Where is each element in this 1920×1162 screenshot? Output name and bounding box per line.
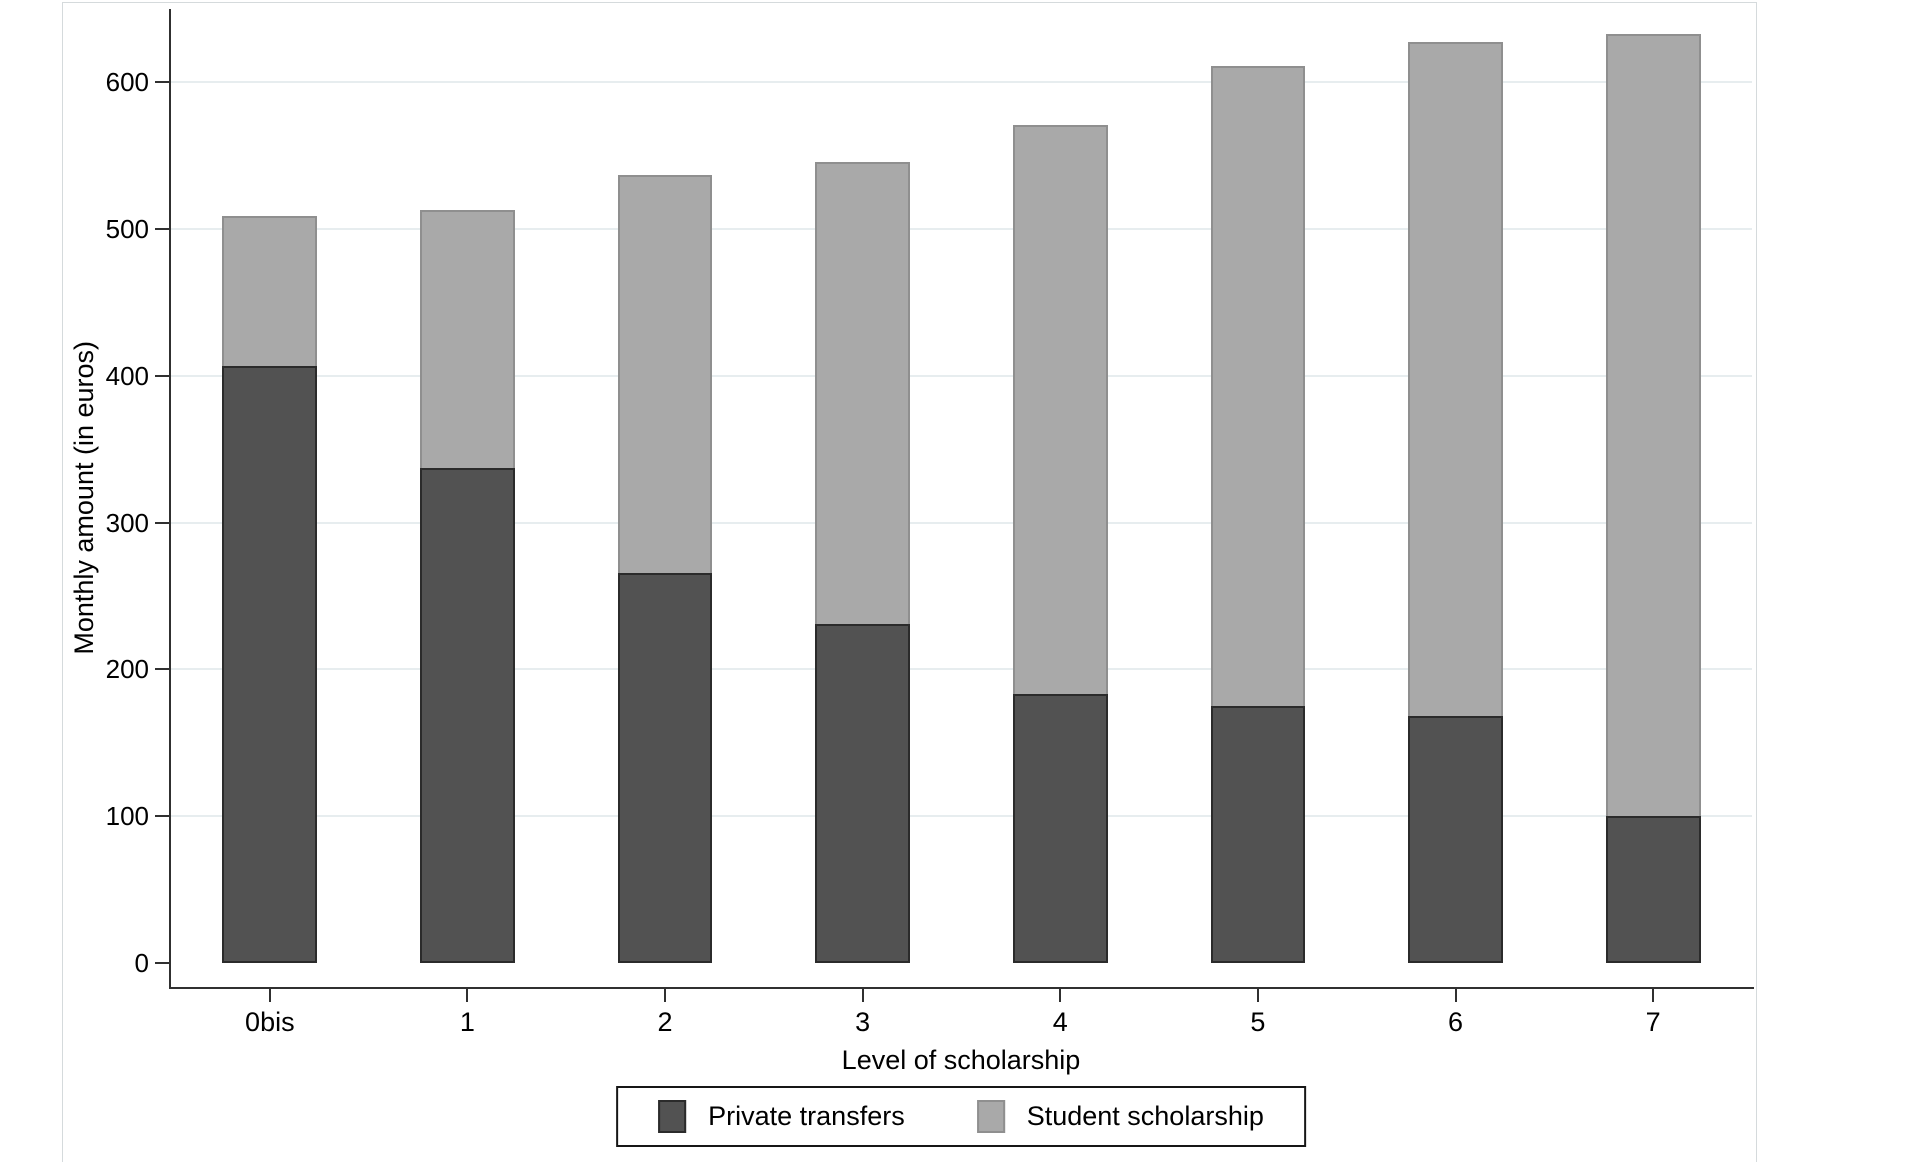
x-tick-label-5: 5 bbox=[1250, 1007, 1266, 1037]
bar-stack-4 bbox=[1012, 125, 1108, 963]
bar-segment-private-transfers-1 bbox=[420, 468, 515, 963]
y-tick-300 bbox=[155, 522, 169, 524]
gridline-100 bbox=[171, 815, 1752, 817]
legend-entry-private-transfers: Private transfers bbox=[658, 1100, 905, 1133]
plot-area bbox=[171, 9, 1752, 987]
bar-stack-6 bbox=[1408, 42, 1503, 963]
x-tick-4 bbox=[1059, 989, 1062, 1002]
legend-swatch-student-scholarship bbox=[976, 1100, 1005, 1133]
y-axis-title: Monthly amount (in euros) bbox=[69, 9, 100, 987]
bar-column-2 bbox=[566, 9, 764, 963]
legend: Private transfers Student scholarship bbox=[616, 1086, 1306, 1147]
y-tick-label-100: 100 bbox=[105, 801, 149, 831]
y-tick-400 bbox=[155, 375, 169, 377]
x-tick-label-0bis: 0bis bbox=[245, 1007, 295, 1037]
bar-stack-0bis bbox=[222, 216, 318, 963]
y-axis-title-text: Monthly amount (in euros) bbox=[69, 341, 99, 655]
bar-column-7 bbox=[1554, 9, 1752, 963]
y-tick-label-300: 300 bbox=[105, 508, 149, 538]
x-tick-label-7: 7 bbox=[1645, 1007, 1661, 1037]
x-tick-0bis bbox=[268, 989, 271, 1002]
bar-stack-1 bbox=[420, 210, 515, 963]
gridline-300 bbox=[171, 522, 1752, 524]
x-tick-6 bbox=[1454, 989, 1457, 1002]
x-cell-5: 5 bbox=[1159, 989, 1357, 1036]
bar-segment-private-transfers-6 bbox=[1408, 716, 1503, 963]
x-cell-6: 6 bbox=[1357, 989, 1555, 1036]
chart-window: 0 100 200 300 400 500 600 Monthly amount (in e… bbox=[62, 2, 1757, 1162]
bar-stack-2 bbox=[617, 175, 713, 963]
legend-swatch-private-transfers bbox=[658, 1100, 687, 1133]
bar-stack-3 bbox=[815, 162, 911, 963]
x-tick-5 bbox=[1256, 989, 1259, 1002]
y-tick-label-500: 500 bbox=[105, 214, 149, 244]
x-tick-1 bbox=[466, 989, 469, 1002]
gridline-400 bbox=[171, 375, 1752, 377]
x-cell-1: 1 bbox=[369, 989, 567, 1036]
bar-segment-student-scholarship-3 bbox=[815, 162, 911, 624]
bar-segment-private-transfers-2 bbox=[617, 573, 713, 963]
y-axis-line bbox=[169, 9, 171, 989]
x-tick-label-2: 2 bbox=[657, 1007, 673, 1037]
bars-row bbox=[171, 9, 1752, 963]
bar-segment-private-transfers-3 bbox=[815, 624, 911, 963]
y-tick-label-600: 600 bbox=[105, 67, 149, 97]
y-tick-label-0: 0 bbox=[134, 948, 149, 978]
legend-label-student-scholarship: Student scholarship bbox=[1026, 1101, 1264, 1131]
bar-segment-private-transfers-0bis bbox=[222, 366, 318, 963]
x-tick-3 bbox=[861, 989, 864, 1002]
bar-column-4 bbox=[962, 9, 1160, 963]
x-tick-label-4: 4 bbox=[1052, 1007, 1068, 1037]
bar-segment-private-transfers-5 bbox=[1210, 706, 1306, 963]
bar-segment-private-transfers-4 bbox=[1012, 694, 1108, 963]
bar-column-0bis bbox=[171, 9, 369, 963]
bar-column-3 bbox=[764, 9, 962, 963]
x-tick-2 bbox=[664, 989, 667, 1002]
x-axis-line bbox=[169, 987, 1754, 989]
gridline-200 bbox=[171, 668, 1752, 670]
y-tick-500 bbox=[155, 228, 169, 230]
y-tick-0 bbox=[155, 962, 169, 964]
x-tick-label-6: 6 bbox=[1448, 1007, 1464, 1037]
gridline-500 bbox=[171, 228, 1752, 230]
bar-segment-student-scholarship-1 bbox=[420, 210, 515, 468]
legend-entry-student-scholarship: Student scholarship bbox=[976, 1100, 1264, 1133]
bar-segment-private-transfers-7 bbox=[1605, 816, 1701, 963]
x-cell-0bis: 0bis bbox=[171, 989, 369, 1036]
x-cell-4: 4 bbox=[962, 989, 1160, 1036]
y-tick-label-400: 400 bbox=[105, 361, 149, 391]
y-tick-100 bbox=[155, 815, 169, 817]
y-tick-600 bbox=[155, 81, 169, 83]
bar-column-5 bbox=[1159, 9, 1357, 963]
bar-segment-student-scholarship-5 bbox=[1210, 66, 1306, 706]
gridline-600 bbox=[171, 81, 1752, 83]
bar-segment-student-scholarship-4 bbox=[1012, 125, 1108, 694]
x-axis-title: Level of scholarship bbox=[841, 1045, 1081, 1075]
bar-segment-student-scholarship-2 bbox=[617, 175, 713, 573]
x-tick-label-3: 3 bbox=[855, 1007, 871, 1037]
x-axis-ticks-group: 0bis 1 2 3 4 5 6 7 bbox=[171, 989, 1752, 1036]
y-tick-200 bbox=[155, 668, 169, 670]
bar-column-6 bbox=[1357, 9, 1555, 963]
x-cell-2: 2 bbox=[566, 989, 764, 1036]
x-tick-7 bbox=[1652, 989, 1655, 1002]
bar-column-1 bbox=[369, 9, 567, 963]
legend-label-private-transfers: Private transfers bbox=[708, 1101, 905, 1131]
bar-segment-student-scholarship-6 bbox=[1408, 42, 1503, 716]
bar-segment-student-scholarship-7 bbox=[1605, 34, 1701, 816]
x-tick-label-1: 1 bbox=[459, 1007, 475, 1037]
y-tick-label-200: 200 bbox=[105, 654, 149, 684]
bar-segment-student-scholarship-0bis bbox=[222, 216, 318, 366]
x-cell-7: 7 bbox=[1554, 989, 1752, 1036]
bar-stack-5 bbox=[1210, 66, 1306, 963]
x-cell-3: 3 bbox=[764, 989, 962, 1036]
bar-stack-7 bbox=[1605, 34, 1701, 963]
